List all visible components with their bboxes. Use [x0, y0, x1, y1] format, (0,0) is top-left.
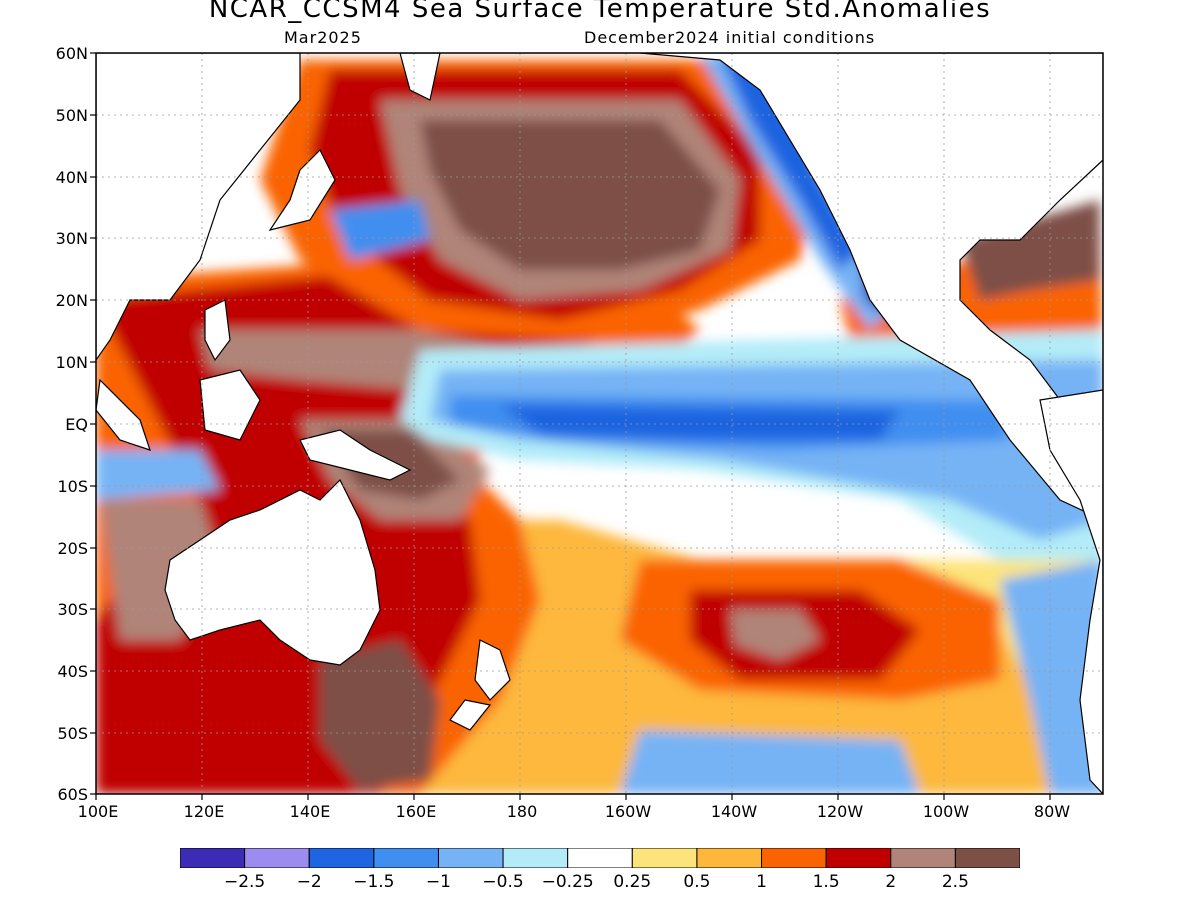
lon-label: 100E	[77, 802, 119, 821]
lat-label: 50N	[55, 106, 88, 125]
lon-label: 140E	[289, 802, 331, 821]
colorbar-swatch	[502, 848, 569, 868]
colorbar-label: 2.5	[941, 872, 969, 892]
colorbar-swatch	[244, 848, 310, 868]
lat-label: 20S	[57, 539, 88, 558]
colorbar-label: 0.25	[613, 872, 652, 892]
colorbar-label: −1	[425, 872, 451, 892]
lon-label: 180	[506, 802, 538, 821]
colorbar-label: 1	[756, 872, 767, 892]
lat-label: 50S	[57, 724, 88, 743]
lat-label: 30S	[57, 600, 88, 619]
colorbar-label: −1.5	[353, 872, 395, 892]
colorbar-swatch	[308, 848, 375, 868]
colorbar-label: 2	[885, 872, 897, 892]
colorbar-swatch	[180, 848, 246, 868]
lat-label: EQ	[65, 415, 88, 434]
lat-label: 10N	[55, 353, 88, 372]
colorbar-swatch	[437, 848, 504, 868]
map-title: NCAR_CCSM4 Sea Surface Temperature Std.A…	[208, 0, 992, 24]
colorbar-swatch	[954, 848, 1020, 868]
colorbar-label: −2	[296, 872, 322, 892]
lat-label: 20N	[55, 291, 88, 310]
colorbar-legend	[180, 848, 1020, 868]
colorbar-label: 1.5	[812, 872, 840, 892]
lon-label: 160E	[395, 802, 437, 821]
colorbar-label: −0.5	[482, 872, 524, 892]
lat-label: 40S	[57, 662, 88, 681]
lon-label: 120W	[816, 802, 864, 821]
lat-label: 40N	[55, 168, 88, 187]
lat-label: 30N	[55, 229, 88, 248]
colorbar-label: 0.5	[683, 872, 711, 892]
land-masses	[96, 53, 1103, 794]
colorbar-swatch	[373, 848, 439, 868]
colorbar-swatch	[567, 848, 633, 868]
colorbar-label: −0.25	[541, 872, 594, 892]
lon-label: 120E	[183, 802, 225, 821]
colorbar-label: −2.5	[223, 872, 266, 892]
anomaly-field	[96, 53, 1103, 794]
lat-label: 60N	[55, 44, 88, 63]
lon-label: 100W	[922, 802, 970, 821]
lon-label: 140W	[710, 802, 758, 821]
lat-label: 10S	[57, 477, 88, 496]
colorbar-swatch	[631, 848, 698, 868]
lat-label: 60S	[57, 785, 88, 804]
initial-conditions-label: December2024 initial conditions	[584, 28, 876, 47]
colorbar-swatch	[696, 848, 763, 868]
colorbar-swatch	[761, 848, 827, 868]
lon-label: 80W	[1033, 802, 1071, 821]
colorbar-swatch	[890, 848, 956, 868]
axis-ticks	[90, 52, 1051, 800]
forecast-month: Mar2025	[284, 28, 362, 47]
lon-label: 160W	[604, 802, 652, 821]
colorbar-swatch	[825, 848, 892, 868]
